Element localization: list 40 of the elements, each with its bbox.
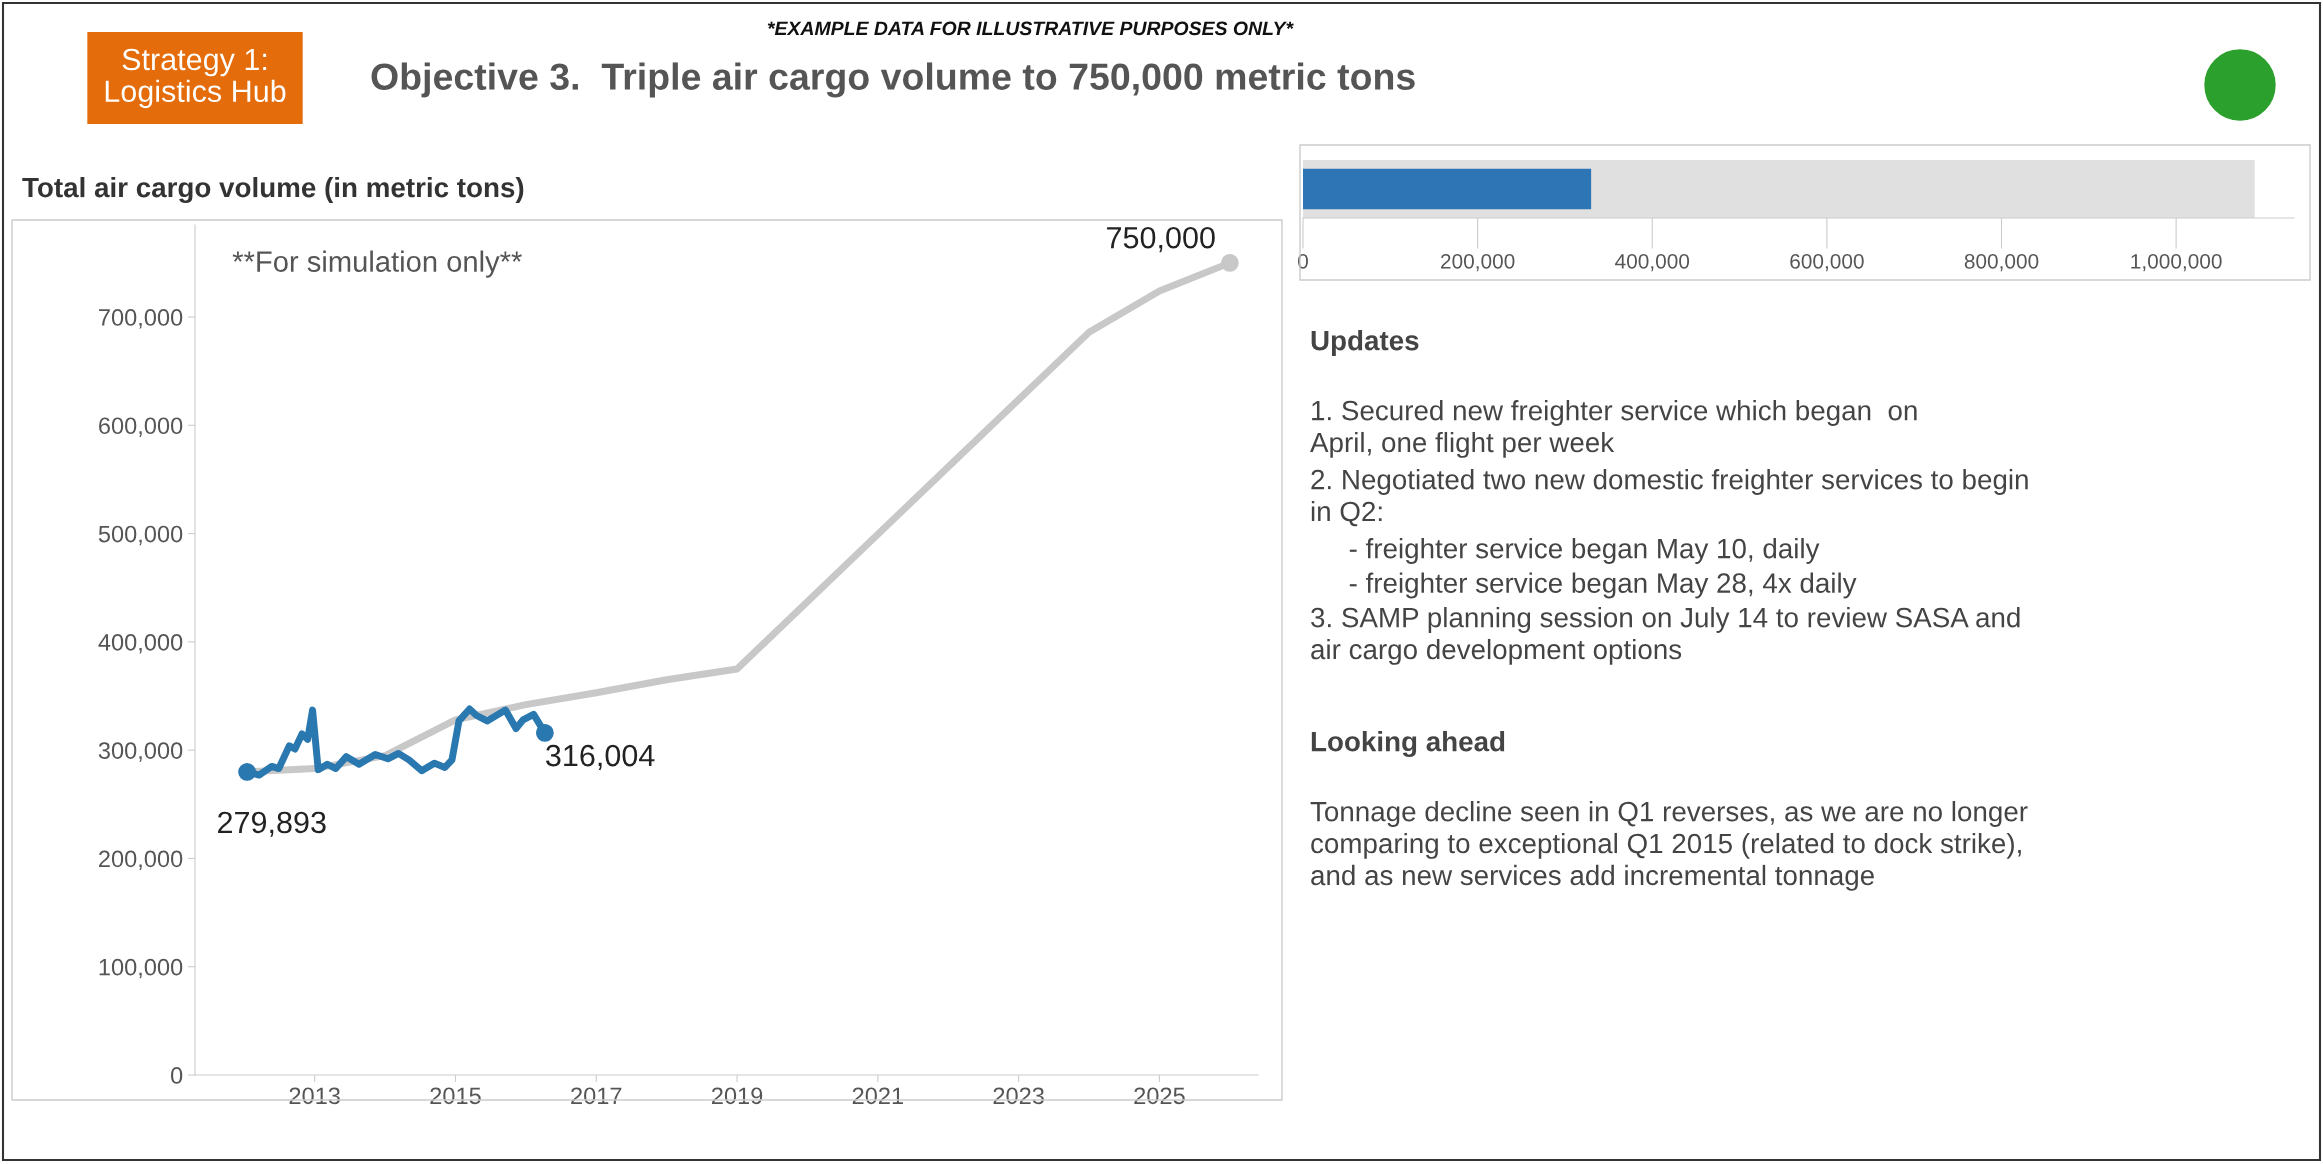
y-tick-label: 400,000 xyxy=(98,633,183,654)
x-tick-label: 2019 xyxy=(711,1087,763,1105)
x-tick-label: 800,000 xyxy=(1964,253,2039,272)
text: 1. Secured new freighter service which began on April, one flight per week xyxy=(1310,400,1917,458)
x-tick-label: 200,000 xyxy=(1441,253,1515,272)
y-tick-label: 0 xyxy=(170,1067,183,1084)
text: *EXAMPLE DATA FOR ILLUSTRATIVE PURPOSES ONLY* xyxy=(767,21,1294,36)
text: Looking ahead xyxy=(1311,731,1505,758)
point xyxy=(1220,253,1239,272)
text: Updates xyxy=(1311,330,1419,356)
text: 2. Negotiated two new domestic freighter services to begin in Q2: xyxy=(1311,469,2028,527)
data-label: 750,000 xyxy=(1107,226,1215,253)
x-tick-label: 400,000 xyxy=(1615,253,1690,272)
y-tick-label: 500,000 xyxy=(98,525,183,546)
x-tick-label: 2013 xyxy=(289,1087,340,1105)
y-tick-label: 200,000 xyxy=(99,850,183,871)
x-tick-label: 2021 xyxy=(852,1087,903,1105)
text: 3. SAMP planning session on July 14 to review SASA and air cargo development options xyxy=(1311,607,2020,665)
text: Strategy 1: Logistics Hub xyxy=(105,48,286,109)
y-tick-label: 100,000 xyxy=(99,958,183,979)
data-label: 279,893 xyxy=(218,811,326,837)
point xyxy=(535,723,554,742)
x-tick-label: 2017 xyxy=(571,1087,622,1105)
x-tick-label: 2025 xyxy=(1134,1087,1185,1105)
y-tick-label: 600,000 xyxy=(99,417,183,437)
x-tick-label: 1,000,000 xyxy=(2131,253,2222,272)
x-tick-label: 0 xyxy=(1298,253,1308,269)
x-tick-label: 2015 xyxy=(430,1087,481,1105)
chart-title: Total air cargo volume (in metric tons) xyxy=(22,176,524,204)
text: Tonnage decline seen in Q1 reverses, as we are no longer comparing to exceptional Q1 2015 (related to dock strike), and as new services add incremental tonnage xyxy=(1310,801,2028,891)
text: - freighter service began May 28, 4x daily xyxy=(1349,572,1857,599)
y-tick-label: 300,000 xyxy=(98,742,183,762)
data-label: 316,004 xyxy=(546,744,655,770)
text: Objective 3. Triple air cargo volume to 750,000 metric tons xyxy=(371,62,1415,98)
point xyxy=(238,763,257,781)
y-tick-label: 700,000 xyxy=(99,309,183,329)
text: - freighter service began May 10, daily xyxy=(1349,538,1820,564)
annotation: **For simulation only** xyxy=(232,250,522,278)
x-tick-label: 2023 xyxy=(993,1087,1044,1105)
x-tick-label: 600,000 xyxy=(1790,253,1864,272)
